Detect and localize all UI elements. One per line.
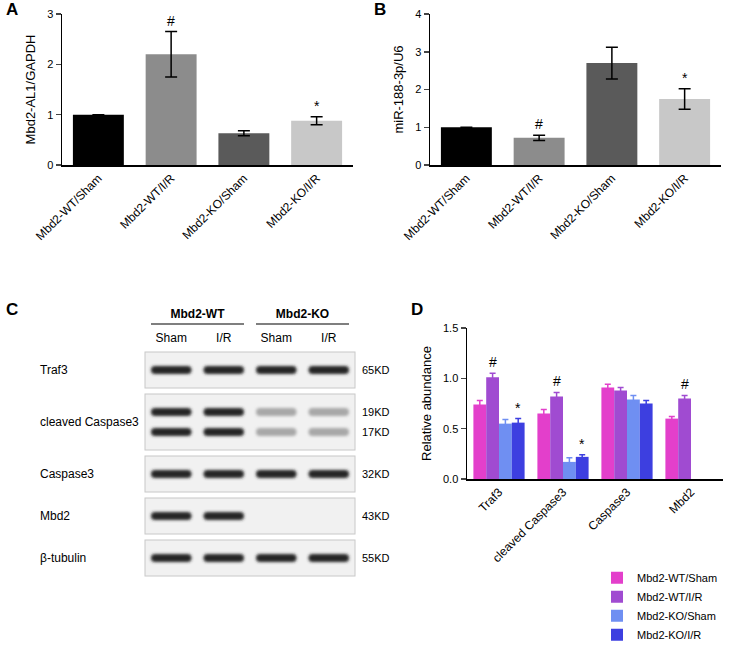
svg-text:3: 3: [415, 46, 421, 58]
svg-text:*: *: [515, 400, 521, 416]
svg-text:Mbd2-KO/I/R: Mbd2-KO/I/R: [632, 171, 692, 231]
svg-text:1.5: 1.5: [443, 322, 458, 334]
svg-text:2: 2: [47, 58, 53, 70]
svg-text:1: 1: [47, 109, 53, 121]
svg-text:Sham: Sham: [261, 331, 292, 345]
svg-text:#: #: [489, 354, 497, 370]
svg-text:55KD: 55KD: [362, 552, 390, 564]
svg-text:2: 2: [415, 83, 421, 95]
svg-text:I/R: I/R: [216, 331, 232, 345]
svg-text:0: 0: [47, 159, 53, 171]
svg-text:Mbd2-WT/I/R: Mbd2-WT/I/R: [117, 171, 178, 232]
svg-text:0.5: 0.5: [443, 423, 458, 435]
svg-text:cleaved Caspase3: cleaved Caspase3: [490, 485, 570, 565]
svg-text:4: 4: [415, 8, 421, 20]
svg-text:*: *: [579, 436, 585, 452]
svg-text:#: #: [535, 116, 543, 132]
svg-text:Caspase3: Caspase3: [40, 467, 94, 481]
svg-text:Mbd2-WT/Sham: Mbd2-WT/Sham: [637, 572, 717, 584]
svg-text:Mbd2-AL1/GAPDH: Mbd2-AL1/GAPDH: [23, 35, 38, 145]
html-text:C: C: [6, 300, 19, 319]
svg-text:Mbd2-WT/I/R: Mbd2-WT/I/R: [485, 171, 546, 232]
svg-text:17KD: 17KD: [362, 426, 390, 438]
svg-text:Mbd2: Mbd2: [666, 485, 697, 516]
html-text:D: D: [411, 300, 424, 319]
svg-text:3: 3: [47, 8, 53, 20]
svg-text:Mbd2-WT/Sham: Mbd2-WT/Sham: [401, 171, 473, 243]
svg-text:65KD: 65KD: [362, 364, 390, 376]
svg-text:I/R: I/R: [321, 331, 337, 345]
svg-text:Caspase3: Caspase3: [585, 485, 633, 533]
svg-text:43KD: 43KD: [362, 510, 390, 522]
svg-text:1.0: 1.0: [443, 372, 458, 384]
svg-text:Mbd2-WT: Mbd2-WT: [171, 307, 226, 321]
svg-text:cleaved Caspase3: cleaved Caspase3: [40, 415, 139, 429]
svg-text:0.0: 0.0: [443, 473, 458, 485]
svg-text:Mbd2-KO/Sham: Mbd2-KO/Sham: [637, 610, 716, 622]
svg-text:β-tubulin: β-tubulin: [40, 551, 86, 565]
svg-text:*: *: [314, 98, 320, 114]
svg-text:Mbd2-WT/I/R: Mbd2-WT/I/R: [637, 591, 702, 603]
svg-text:#: #: [167, 13, 175, 29]
svg-text:#: #: [553, 373, 561, 389]
svg-text:19KD: 19KD: [362, 406, 390, 418]
svg-text:*: *: [682, 70, 688, 86]
svg-text:Mbd2-KO/I/R: Mbd2-KO/I/R: [637, 629, 701, 641]
svg-text:Mbd2-KO/Sham: Mbd2-KO/Sham: [548, 171, 619, 242]
svg-text:Sham: Sham: [156, 331, 187, 345]
svg-text:32KD: 32KD: [362, 468, 390, 480]
svg-text:Mbd2-WT/Sham: Mbd2-WT/Sham: [33, 171, 105, 243]
svg-text:Mbd2-KO: Mbd2-KO: [276, 307, 329, 321]
svg-text:1: 1: [415, 121, 421, 133]
svg-text:Traf3: Traf3: [40, 363, 68, 377]
svg-text:Mbd2-KO/I/R: Mbd2-KO/I/R: [264, 171, 324, 231]
svg-text:Relative abundance: Relative abundance: [419, 346, 434, 461]
svg-text:Mbd2: Mbd2: [40, 509, 70, 523]
svg-text:#: #: [681, 376, 689, 392]
svg-text:Mbd2-KO/Sham: Mbd2-KO/Sham: [180, 171, 251, 242]
svg-text:miR-188-3p/U6: miR-188-3p/U6: [391, 45, 406, 133]
html-text:B: B: [374, 0, 387, 19]
svg-text:0: 0: [415, 159, 421, 171]
html-text:A: A: [6, 0, 19, 19]
svg-text:Traf3: Traf3: [476, 485, 506, 515]
